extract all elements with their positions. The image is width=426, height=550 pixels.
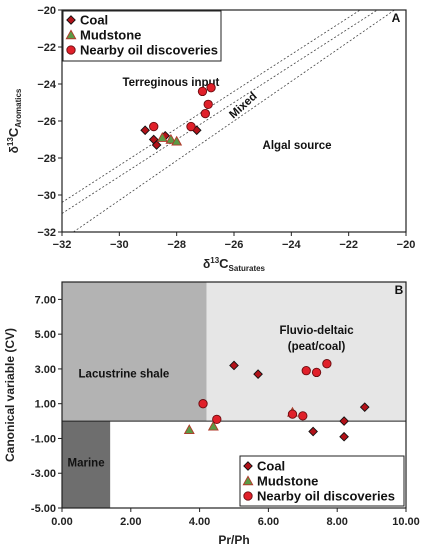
circle-point: [301, 366, 311, 376]
panel-a-letter: A: [392, 11, 401, 25]
circle-point: [311, 367, 322, 378]
legend-label: Nearby oil discoveries: [80, 43, 218, 58]
region-marine: [62, 421, 111, 508]
y-tick-label: -5.00: [31, 503, 56, 515]
diamond-point: [229, 360, 239, 371]
x-tick-label: 6.00: [258, 516, 279, 528]
diamond-point: [359, 402, 370, 413]
panel-a-legend-box: [62, 10, 222, 62]
x-tick-label: 10.00: [392, 516, 420, 528]
annotation-label: Terreginous input: [122, 77, 219, 89]
diamond-point: [253, 369, 263, 379]
legend-diamond-icon: [66, 15, 76, 25]
diamond-point: [339, 431, 349, 442]
circle-point: [197, 86, 208, 97]
panel-a-xlabel: δ13CSaturates: [203, 256, 266, 273]
panel-b-chart: Lacustrine shale Fluvio-deltaic (peat/coal…: [3, 281, 420, 547]
y-tick-label: -1.00: [31, 433, 56, 445]
x-tick-label: −20: [397, 239, 416, 251]
legend-label: Mudstone: [80, 28, 141, 43]
region-label: Lacustrine shale: [79, 369, 170, 381]
y-tick-label: −22: [37, 42, 56, 54]
region-lacustrine-shale: [62, 282, 207, 422]
panel-a-ylabel: δ13CAromatics: [6, 88, 23, 153]
diamond-point: [339, 416, 349, 426]
triangle-point: [165, 133, 177, 144]
circle-point: [149, 121, 159, 132]
reference-line: [62, 10, 378, 214]
panel-b-ylabel: Canonical variable (CV): [3, 328, 17, 462]
triangle-point: [156, 132, 168, 142]
region-label: Fluvio-deltaic: [279, 325, 354, 337]
diamond-point: [140, 125, 150, 136]
x-tick-label: 2.00: [120, 516, 141, 528]
y-tick-label: 1.00: [35, 399, 56, 411]
legend-label: Coal: [80, 13, 108, 28]
x-tick-label: 8.00: [326, 516, 347, 528]
circle-point: [287, 409, 298, 419]
region-fluvio-deltaic: [206, 282, 406, 422]
panel-b-xlabel: Pr/Ph: [218, 533, 249, 547]
circle-point: [206, 83, 216, 93]
circle-point: [322, 359, 332, 369]
legend-circle-icon: [66, 45, 76, 55]
panel-b-legend-box: [239, 455, 405, 507]
y-tick-label: −32: [37, 227, 56, 239]
panel-b-letter: B: [395, 283, 404, 297]
x-tick-label: −24: [282, 239, 302, 251]
y-tick-label: −26: [37, 116, 56, 128]
reference-line: [73, 10, 395, 232]
annotation-label: Algal source: [263, 140, 332, 152]
legend-label: Coal: [257, 459, 285, 474]
x-tick-label: −26: [225, 239, 244, 251]
circle-point: [200, 108, 210, 119]
y-tick-label: −24: [37, 79, 57, 91]
y-tick-label: 5.00: [35, 329, 56, 341]
circle-point: [186, 121, 196, 132]
legend-circle-icon: [243, 491, 253, 501]
y-tick-label: −30: [37, 190, 56, 202]
legend-label: Mudstone: [257, 474, 318, 489]
region-label: (peat/coal): [288, 341, 346, 353]
y-tick-label: −20: [37, 5, 56, 17]
legend-triangle-icon: [65, 29, 77, 40]
y-tick-label: 3.00: [35, 364, 56, 376]
region-label: Marine: [68, 457, 105, 469]
triangle-point: [183, 424, 195, 434]
x-tick-label: −30: [110, 239, 129, 251]
circle-point: [298, 411, 308, 421]
y-tick-label: 7.00: [35, 294, 56, 306]
panel-b-frame: [61, 281, 407, 509]
x-tick-label: −28: [167, 239, 186, 251]
legend-triangle-icon: [242, 475, 254, 486]
x-tick-label: −32: [53, 239, 72, 251]
triangle-point: [207, 420, 219, 431]
legend-label: Nearby oil discoveries: [257, 489, 395, 504]
y-tick-label: -3.00: [31, 468, 56, 480]
triangle-point: [171, 135, 183, 146]
diamond-point: [308, 426, 318, 437]
legend-diamond-icon: [243, 461, 253, 471]
diamond-point: [151, 140, 162, 150]
annotation-label: Mixed: [227, 90, 259, 121]
x-tick-label: 4.00: [189, 516, 210, 528]
x-tick-label: −22: [339, 239, 358, 251]
x-tick-label: 0.00: [51, 516, 72, 528]
circle-point: [212, 414, 222, 424]
circle-point: [203, 99, 213, 110]
circle-point: [198, 399, 208, 409]
y-tick-label: −28: [37, 153, 56, 165]
